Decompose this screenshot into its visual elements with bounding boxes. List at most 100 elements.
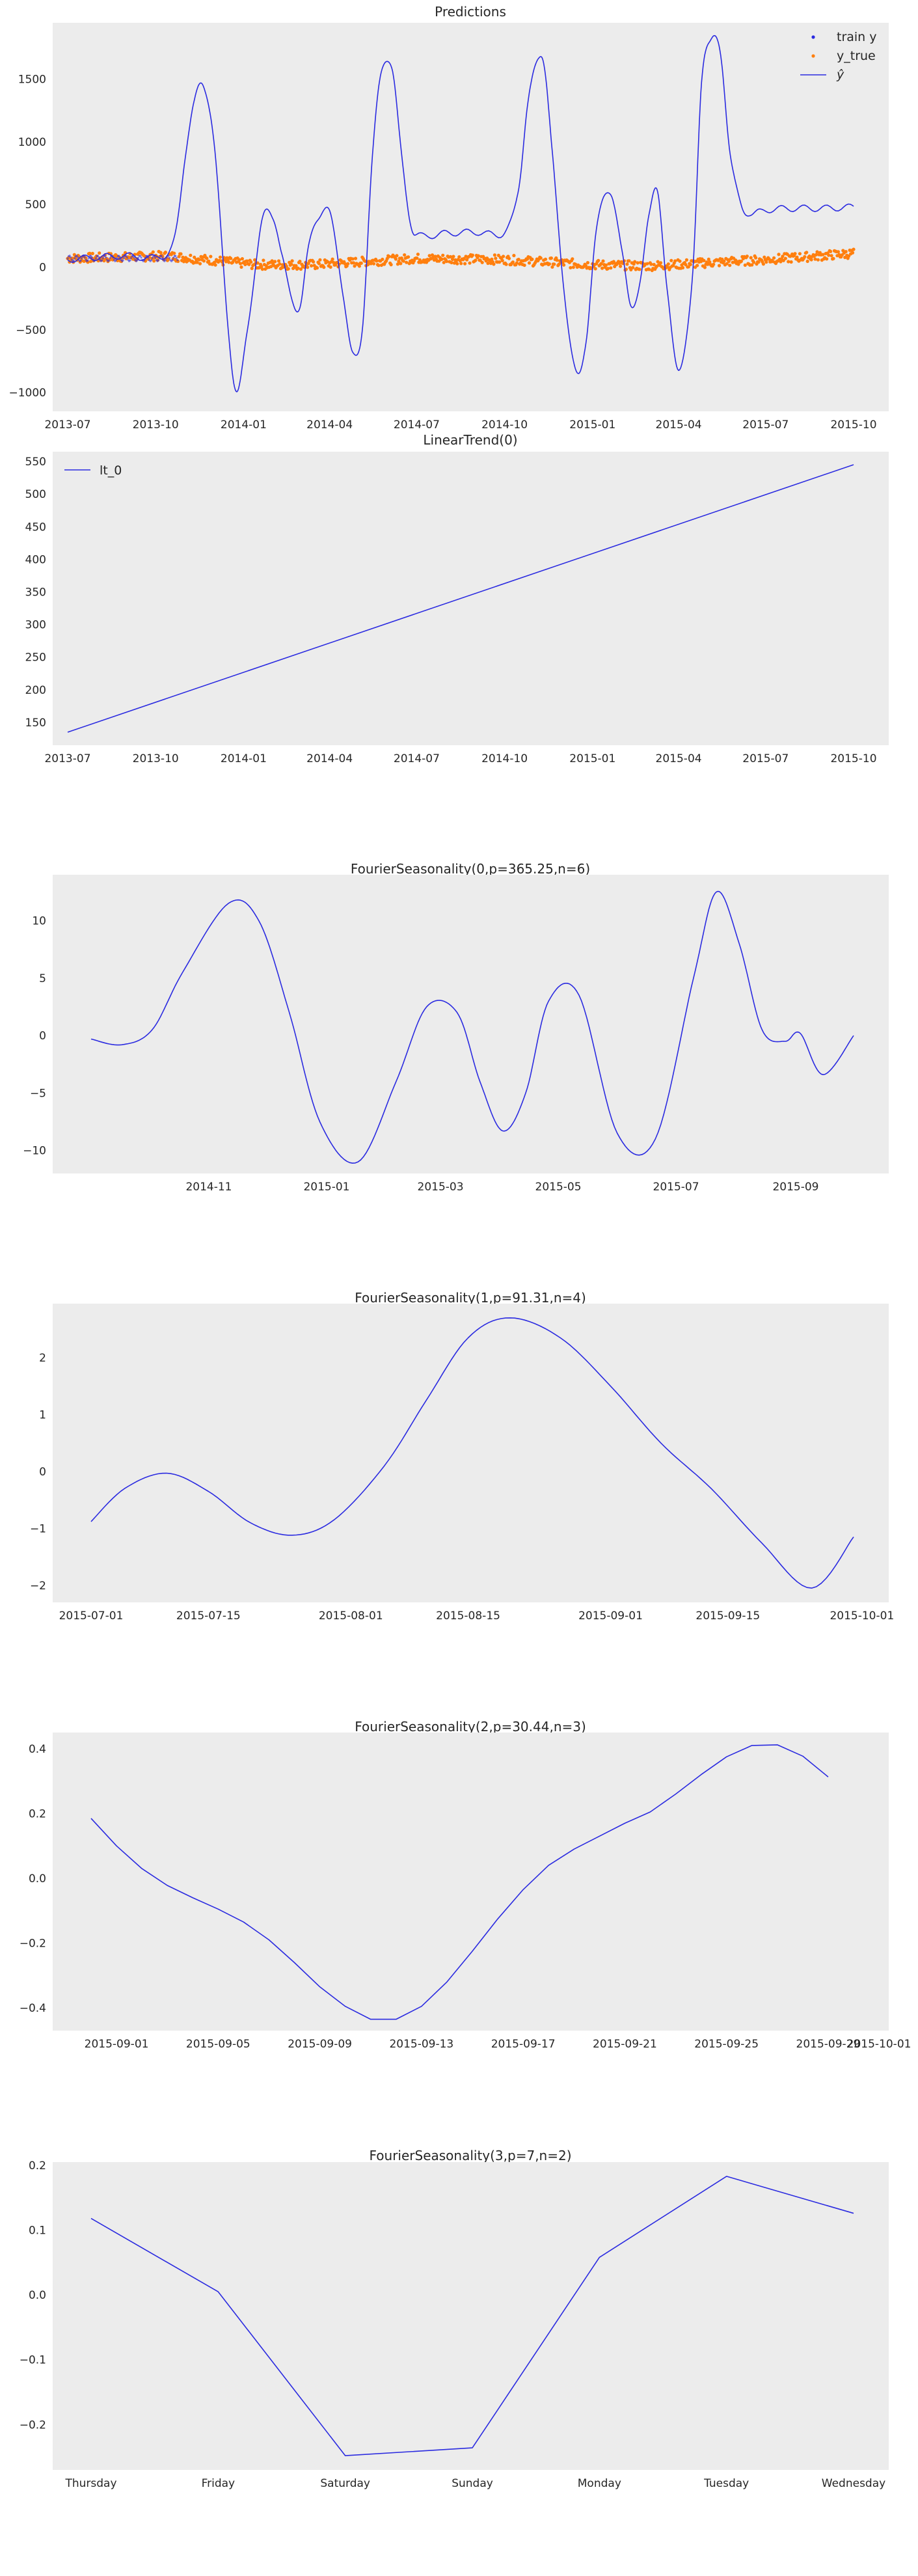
- y-true-point: [207, 259, 211, 263]
- train-y-point: [103, 254, 106, 257]
- y-true-point: [627, 259, 631, 263]
- y-true-point: [394, 257, 398, 261]
- x-tick-label: 2015-10-01: [847, 2038, 911, 2051]
- plot-area: [53, 1733, 889, 2031]
- y-true-point: [511, 260, 515, 264]
- x-tick-label: 2015-09-01: [578, 1610, 643, 1623]
- y-true-point: [492, 262, 496, 266]
- y-true-point: [193, 255, 196, 259]
- train-y-point: [150, 259, 153, 262]
- y-true-point: [688, 262, 692, 266]
- y-tick-label: 350: [25, 586, 46, 599]
- train-y-point: [87, 257, 90, 260]
- y-true-point: [346, 262, 350, 266]
- chart-title: Predictions: [435, 4, 506, 20]
- y-true-point: [299, 267, 303, 271]
- y-true-point: [562, 263, 566, 267]
- train-y-point: [146, 254, 148, 257]
- chart-title: LinearTrend(0): [423, 432, 518, 448]
- y-true-point: [286, 267, 290, 271]
- train-y-point: [81, 257, 83, 260]
- y-true-point: [527, 261, 532, 265]
- y-true-point: [351, 257, 355, 261]
- y-true-point: [179, 252, 183, 256]
- x-tick-label: 2015-09-09: [288, 2038, 352, 2051]
- y-true-point: [229, 256, 233, 260]
- y-true-point: [465, 258, 469, 262]
- y-true-point: [253, 258, 257, 262]
- x-tick-label: 2014-11: [185, 1181, 232, 1194]
- y-true-point: [98, 251, 101, 255]
- y-true-point: [452, 254, 455, 258]
- y-true-point: [550, 265, 554, 269]
- y-true-point: [807, 254, 811, 258]
- x-tick-label: 2015-08-01: [319, 1610, 383, 1623]
- y-true-point: [652, 262, 656, 267]
- x-tick-label: 2015-09-29: [796, 2038, 861, 2051]
- x-tick-label: 2014-10: [481, 752, 528, 765]
- y-true-point: [189, 253, 193, 257]
- train-y-point: [94, 259, 96, 262]
- y-true-point: [353, 256, 358, 260]
- y-true-point: [745, 254, 749, 258]
- y-true-point: [159, 251, 163, 254]
- y-true-point: [310, 264, 314, 267]
- y-true-point: [750, 263, 754, 267]
- y-true-point: [673, 259, 677, 263]
- y-true-point: [686, 265, 690, 269]
- y-true-point: [813, 257, 817, 261]
- x-tick-label: 2015-07-01: [59, 1610, 124, 1623]
- y-true-point: [502, 254, 506, 258]
- y-true-point: [494, 256, 498, 260]
- y-tick-label: 2: [39, 1352, 46, 1365]
- y-true-point: [656, 260, 660, 264]
- x-tick-label: 2015-09: [772, 1181, 818, 1194]
- train-y-point: [160, 254, 163, 257]
- y-tick-label: 150: [25, 717, 46, 730]
- y-true-point: [397, 259, 401, 264]
- y-true-point: [763, 255, 766, 259]
- y-true-point: [442, 260, 446, 264]
- y-true-point: [728, 264, 732, 267]
- y-true-point: [455, 262, 459, 266]
- y-true-point: [213, 260, 217, 264]
- train-y-point: [164, 259, 167, 262]
- y-true-point: [202, 259, 206, 263]
- y-true-point: [278, 262, 282, 266]
- train-y-point: [105, 256, 107, 259]
- y-true-point: [606, 267, 610, 271]
- y-true-point: [256, 261, 260, 265]
- y-true-point: [504, 262, 508, 266]
- y-true-point: [243, 262, 247, 266]
- y-true-point: [480, 260, 484, 264]
- y-tick-label: −0.4: [20, 2002, 46, 2015]
- y-true-point: [852, 247, 856, 251]
- x-tick-label: 2015-09-05: [186, 2038, 250, 2051]
- legend-marker-dot-icon: [811, 54, 815, 58]
- train-y-point: [143, 259, 146, 262]
- y-true-point: [381, 257, 385, 262]
- y-true-point: [296, 266, 300, 270]
- y-true-point: [593, 267, 597, 271]
- y-true-point: [177, 254, 181, 258]
- train-y-point: [76, 256, 79, 258]
- y-true-point: [757, 260, 761, 264]
- plot-area: [53, 875, 889, 1173]
- train-y-point: [122, 259, 124, 262]
- train-y-point: [98, 256, 100, 259]
- y-true-point: [209, 254, 213, 258]
- train-y-point: [87, 259, 89, 262]
- y-true-point: [761, 262, 765, 266]
- train-y-point: [111, 254, 113, 257]
- y-true-point: [725, 262, 729, 266]
- y-true-point: [401, 259, 405, 263]
- y-true-point: [476, 254, 480, 258]
- y-true-point: [260, 267, 264, 271]
- y-true-point: [317, 262, 321, 266]
- y-true-point: [827, 253, 831, 257]
- train-y-point: [154, 256, 157, 259]
- y-true-point: [844, 250, 848, 254]
- x-tick-label: 2015-04: [656, 752, 702, 765]
- y-true-point: [552, 262, 556, 266]
- y-true-point: [500, 258, 504, 262]
